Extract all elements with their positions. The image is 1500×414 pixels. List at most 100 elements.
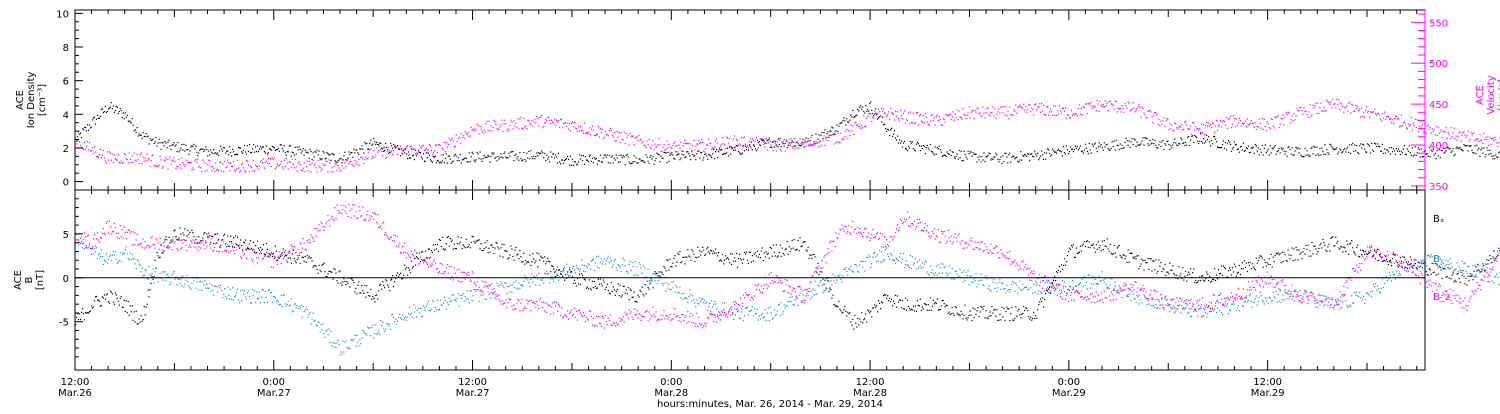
bx-series-point (347, 283, 348, 284)
ion-density-series-point (1041, 150, 1042, 151)
by-series-point (108, 259, 109, 260)
ion-density-series-point (229, 146, 230, 147)
ion-density-series-point (1331, 146, 1332, 147)
velocity-series-point (439, 144, 440, 145)
by-series-point (109, 256, 110, 257)
velocity-series-point (117, 160, 118, 161)
bx-series-point (1140, 263, 1141, 264)
velocity-series-point (1121, 111, 1122, 112)
ion-density-series-point (1146, 138, 1147, 139)
ion-density-series-point (841, 122, 842, 123)
velocity-series-point (486, 123, 487, 124)
velocity-series-point (310, 164, 311, 165)
velocity-series-point (388, 147, 389, 148)
bx-series-point (1176, 275, 1177, 276)
ion-density-series-point (387, 149, 388, 150)
velocity-series-point (1312, 105, 1313, 106)
by-series-point (101, 250, 102, 251)
velocity-series-point (315, 163, 316, 164)
velocity-series-point (92, 147, 93, 148)
ion-density-series-point (600, 155, 601, 156)
by-series-point (491, 283, 492, 284)
bx-series-point (1436, 274, 1437, 275)
bx-series-point (964, 315, 965, 316)
by-series-point (152, 273, 153, 274)
ion-density-series-point (868, 111, 869, 112)
ion-density-series-point (153, 138, 154, 139)
ion-density-series-point (909, 148, 910, 149)
bx-series-point (290, 257, 291, 258)
ion-density-series-point (438, 160, 439, 161)
ion-density-series-point (1348, 152, 1349, 153)
ion-density-series-point (1427, 153, 1428, 154)
ion-density-series-point (535, 156, 536, 157)
by-series-point (260, 302, 261, 303)
velocity-series-point (1319, 107, 1320, 108)
ion-density-series-point (240, 148, 241, 149)
bx-series-point (1195, 280, 1196, 281)
bx-series-point (313, 267, 314, 268)
velocity-series-point (103, 150, 104, 151)
ion-density-series-point (1264, 148, 1265, 149)
ion-density-series-point (599, 160, 600, 161)
ion-density-series-point (1289, 146, 1290, 147)
bx-series-point (1373, 255, 1374, 256)
velocity-series-point (768, 142, 769, 143)
by-series-point (379, 334, 380, 335)
velocity-series-point (1439, 133, 1440, 134)
ion-density-series-point (1008, 154, 1009, 155)
velocity-series-point (437, 152, 438, 153)
velocity-series-point (1244, 123, 1245, 124)
ion-density-series-point (556, 156, 557, 157)
ion-density-series-point (643, 160, 644, 161)
velocity-series-point (1129, 103, 1130, 104)
velocity-series-point (1294, 113, 1295, 114)
velocity-series-point (1315, 103, 1316, 104)
velocity-series-point (800, 138, 801, 139)
ion-density-series-point (1423, 156, 1424, 157)
ion-density-series-point (1084, 150, 1085, 151)
velocity-series-point (192, 167, 193, 168)
velocity-series-point (285, 166, 286, 167)
bx-series-point (1228, 270, 1229, 271)
ion-density-series-point (1234, 141, 1235, 142)
velocity-series-point (1002, 112, 1003, 113)
ion-density-series-point (667, 152, 668, 153)
ion-density-series-point (1208, 136, 1209, 137)
bx-series-point (376, 294, 377, 295)
velocity-series-point (112, 153, 113, 154)
bx-series-point (1476, 270, 1477, 271)
velocity-series-point (98, 157, 99, 158)
ion-density-series-point (873, 115, 874, 116)
bx-series-point (1455, 280, 1456, 281)
bx-series-point (587, 287, 588, 288)
ion-density-series-point (954, 157, 955, 158)
ion-density-series-point (692, 154, 693, 155)
by-series-point (169, 284, 170, 285)
ion-density-series-point (308, 152, 309, 153)
ion-density-series-point (125, 112, 126, 113)
by-series-point (246, 299, 247, 300)
ion-density-series-point (1310, 148, 1311, 149)
ion-density-series-point (610, 163, 611, 164)
ion-density-series-point (966, 156, 967, 157)
by-series-point (216, 286, 217, 287)
bx-series-point (543, 261, 544, 262)
by-series-point (556, 274, 557, 275)
bx-series-point (378, 290, 379, 291)
bx-series-point (154, 276, 155, 277)
by-series-point (95, 251, 96, 252)
ion-density-series-point (591, 161, 592, 162)
velocity-series-point (1124, 112, 1125, 113)
ion-density-series-point (614, 158, 615, 159)
ion-density-series-point (635, 161, 636, 162)
ion-density-series-point (638, 162, 639, 163)
by-series-point (327, 334, 328, 335)
velocity-series-point (1240, 120, 1241, 121)
velocity-series-point (484, 129, 485, 130)
by-series-point (272, 302, 273, 303)
bx-series-point (862, 322, 863, 323)
by-series-point (468, 298, 469, 299)
velocity-series-point (1419, 126, 1420, 127)
bx-series-point (654, 271, 655, 272)
